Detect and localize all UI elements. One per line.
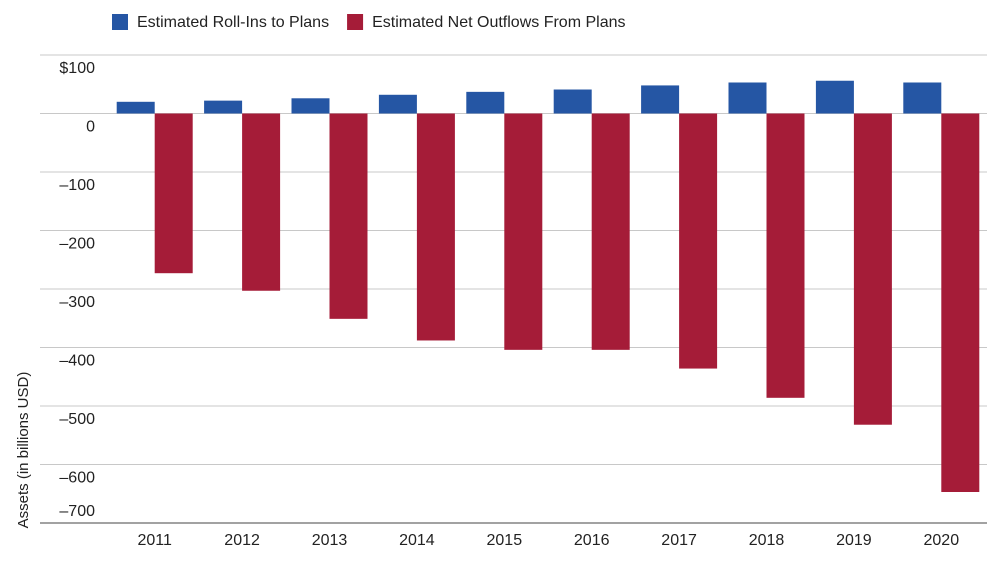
y-axis-label: Assets (in billions USD) <box>15 372 32 529</box>
x-tick-label: 2018 <box>749 532 785 549</box>
bar <box>853 113 892 425</box>
bar <box>941 113 980 492</box>
y-tick-label: –300 <box>59 294 95 311</box>
bar <box>378 94 417 114</box>
x-tick-label: 2017 <box>661 532 697 549</box>
y-tick-label: –700 <box>59 503 95 520</box>
bar <box>728 82 767 114</box>
bar <box>416 113 455 341</box>
y-tick-label: –600 <box>59 470 95 487</box>
y-tick-label: 0 <box>86 119 95 136</box>
bar <box>116 101 155 114</box>
bar <box>766 113 805 398</box>
bar <box>204 100 243 114</box>
x-tick-label: 2014 <box>399 532 435 549</box>
x-tick-label: 2016 <box>574 532 610 549</box>
bar <box>591 113 630 350</box>
bar <box>291 98 330 114</box>
x-tick-label: 2020 <box>924 532 960 549</box>
x-tick-label: 2012 <box>224 532 260 549</box>
bar <box>815 80 854 114</box>
bar <box>329 113 368 319</box>
y-tick-label: –200 <box>59 236 95 253</box>
bar <box>242 113 281 291</box>
x-tick-label: 2011 <box>137 532 172 549</box>
y-tick-label: –400 <box>59 353 95 370</box>
bar <box>679 113 718 369</box>
legend-label: Estimated Roll-Ins to Plans <box>137 14 329 31</box>
x-tick-label: 2019 <box>836 532 872 549</box>
legend-swatch <box>112 14 128 30</box>
bar <box>466 91 505 114</box>
legend-label: Estimated Net Outflows From Plans <box>372 14 625 31</box>
x-tick-label: 2015 <box>487 532 523 549</box>
y-tick-label: –100 <box>59 177 95 194</box>
y-tick-label: $100 <box>59 60 95 77</box>
bar <box>641 85 680 114</box>
bar <box>154 113 193 274</box>
x-tick-label: 2013 <box>312 532 348 549</box>
y-tick-label: –500 <box>59 411 95 428</box>
legend-swatch <box>347 14 364 30</box>
bar <box>504 113 543 350</box>
bar <box>903 82 942 114</box>
bar <box>553 89 592 114</box>
